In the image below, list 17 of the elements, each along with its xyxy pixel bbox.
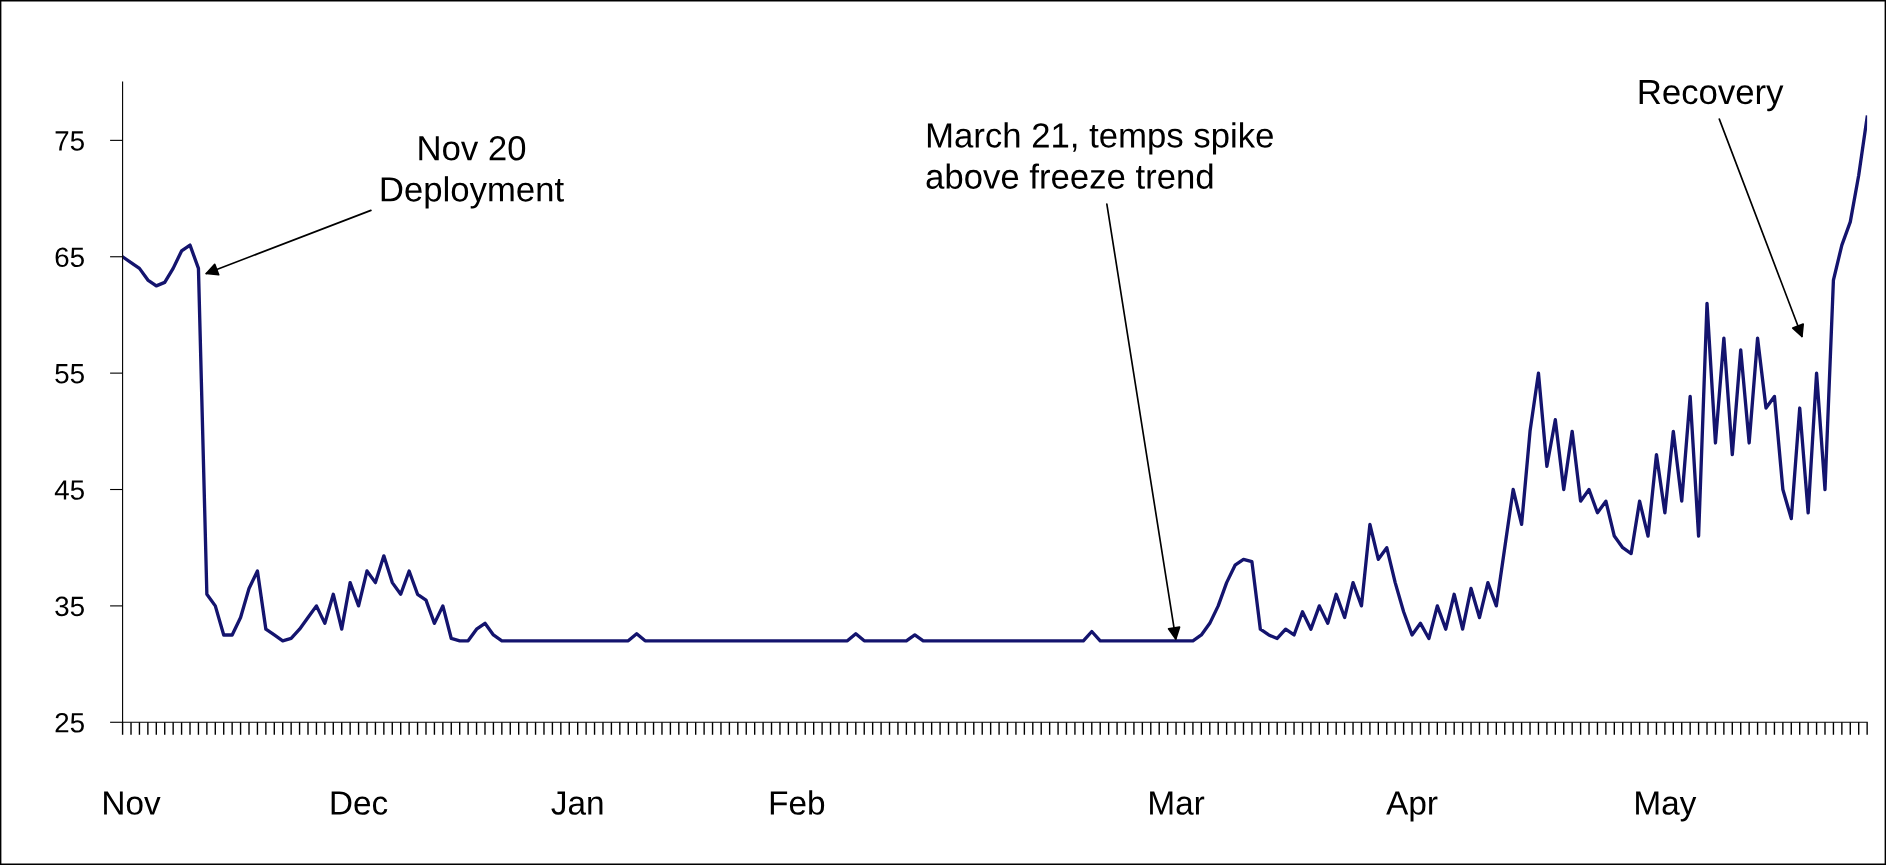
y-tick-label: 35: [55, 596, 84, 617]
annotation: Recovery: [1639, 80, 1784, 112]
y-tick-label: 25: [55, 712, 84, 733]
annotation: March 21, temps spike above freeze trend: [926, 122, 1273, 189]
y-tick-label: 55: [55, 364, 84, 384]
x-tick-label: Mar: [1150, 791, 1205, 815]
x-tick-label: Jan: [551, 791, 603, 815]
x-tick-label: Feb: [770, 790, 825, 815]
x-tick-label: Apr: [1386, 791, 1438, 822]
y-tick-label: 75: [55, 131, 84, 151]
y-tick-label: 45: [54, 480, 84, 500]
x-tick-label: May: [1636, 791, 1697, 822]
y-tick-label: 65: [55, 247, 84, 268]
line-series: [122, 115, 1868, 643]
x-tick-label: Dec: [331, 791, 388, 815]
x-tick-label: Nov: [104, 791, 161, 815]
annotation: Nov 20 Deployment: [381, 135, 564, 209]
